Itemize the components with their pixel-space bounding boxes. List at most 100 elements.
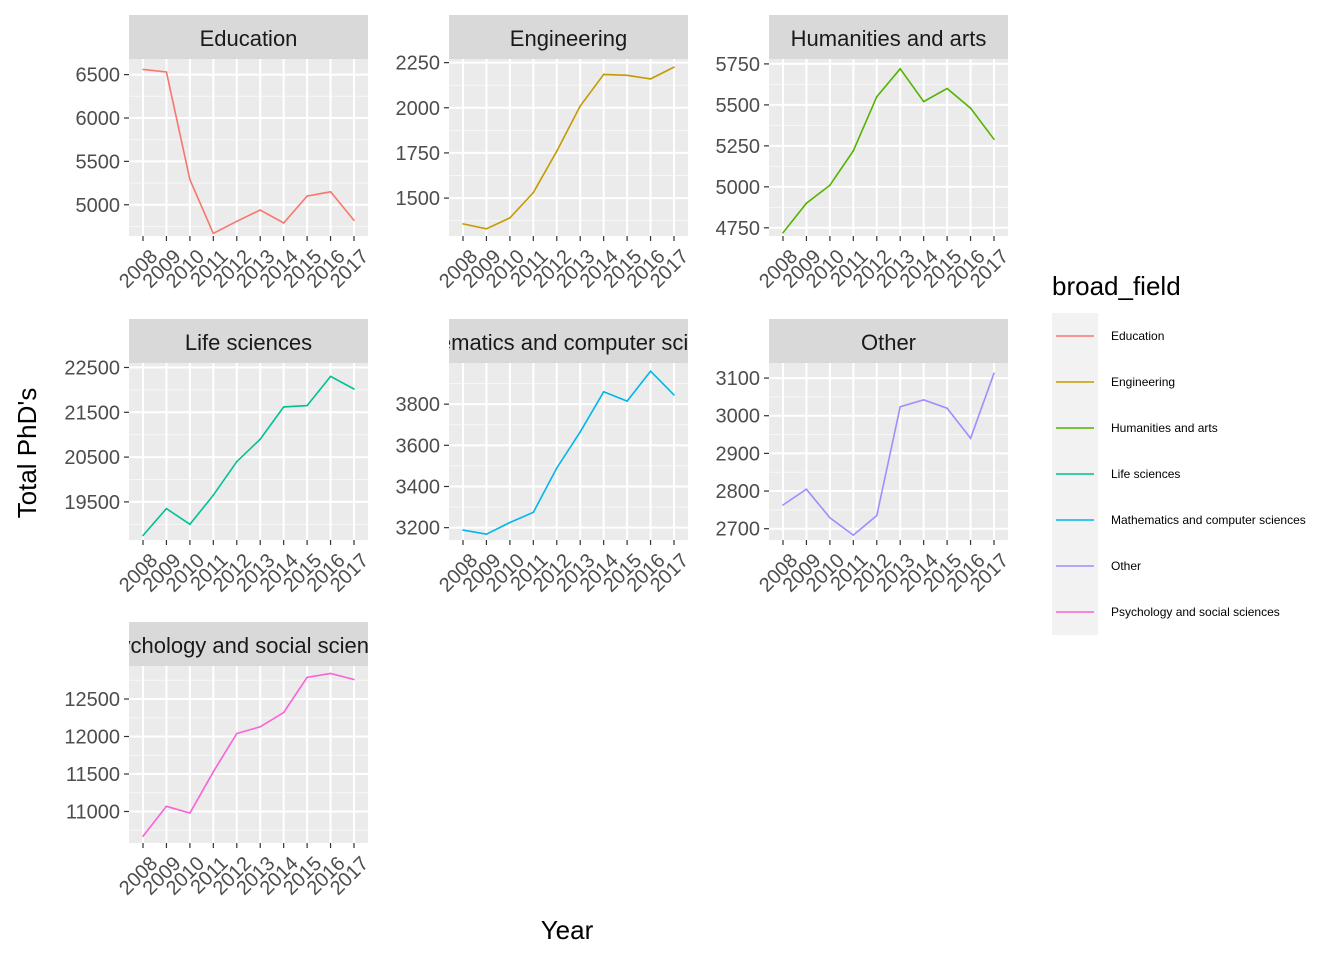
data-point: [282, 406, 285, 408]
data-point: [485, 533, 488, 536]
data-point: [899, 68, 902, 70]
series-line: [142, 375, 355, 537]
facet-title: Other: [861, 330, 916, 355]
data-point: [673, 394, 675, 396]
data-point: [922, 399, 925, 401]
y-tick-label: 19500: [64, 492, 120, 514]
facet-title: Education: [200, 26, 298, 51]
y-tick-label: 21500: [64, 402, 120, 424]
y-tick-label: 5250: [716, 136, 761, 158]
y-tick-label: 5500: [76, 151, 121, 173]
y-tick-label: 22500: [64, 357, 120, 379]
y-tick-label: 11000: [66, 802, 120, 824]
facet-panel: Education5000550060006500200820092010201…: [76, 15, 373, 293]
data-point: [782, 231, 784, 234]
data-point: [509, 521, 511, 524]
data-point: [259, 438, 262, 440]
facet-panel: Life sciences195002050021500225002008200…: [64, 319, 373, 597]
y-tick-label: 3000: [716, 406, 761, 428]
facet-strip: [129, 319, 368, 363]
facet-title: Life sciences: [185, 330, 312, 355]
data-point: [329, 672, 332, 675]
y-tick-label: 2000: [396, 98, 441, 120]
legend-label: Other: [1111, 559, 1141, 573]
data-point: [212, 494, 215, 496]
legend-label: Engineering: [1111, 375, 1175, 389]
data-point: [852, 534, 855, 536]
y-tick-label: 20500: [64, 447, 120, 469]
legend-label: Education: [1111, 329, 1164, 343]
data-point: [353, 219, 355, 222]
legend-entries: Education Engineering Humanities and arts L…: [1056, 329, 1306, 619]
data-point: [852, 149, 855, 152]
data-point: [649, 78, 652, 80]
y-tick-label: 5500: [716, 95, 761, 117]
data-point: [969, 437, 972, 440]
data-point: [212, 770, 215, 773]
data-point: [306, 404, 308, 407]
panel-background: [769, 59, 1008, 236]
data-point: [579, 431, 582, 433]
facet-strip: [449, 319, 688, 363]
data-point: [259, 725, 262, 728]
series-line: [782, 372, 995, 537]
facet-title: Engineering: [510, 26, 627, 51]
facet-panel: Psychology and social sciences 11000 11500…: [64, 622, 373, 900]
y-tick-label: 5000: [716, 177, 761, 199]
y-tick-label: 2700: [716, 519, 761, 541]
data-point: [649, 370, 652, 373]
facet-strip: [129, 15, 368, 59]
data-point: [485, 227, 488, 230]
data-point: [626, 400, 628, 402]
data-point: [353, 388, 355, 390]
data-point: [142, 534, 144, 537]
data-point: [805, 488, 808, 490]
facet-panel: Other27002800290030003100200820092010201…: [716, 319, 1013, 597]
facet-strip: [449, 15, 688, 59]
y-tick-label: 5750: [716, 54, 761, 76]
panel-background: [129, 666, 368, 843]
data-point: [306, 195, 308, 197]
data-point: [602, 391, 605, 393]
data-point: [142, 835, 144, 838]
y-tick-label: 2800: [716, 481, 761, 503]
y-tick-label: 12000: [64, 727, 120, 749]
legend-label: Psychology and social sciences: [1111, 605, 1280, 619]
y-tick-label: 2250: [396, 53, 441, 75]
y-tick-label: 5000: [76, 195, 121, 217]
facet-strip: [769, 15, 1008, 59]
data-point: [969, 107, 972, 109]
data-point: [306, 676, 308, 679]
data-point: [165, 71, 168, 73]
data-point: [189, 812, 191, 814]
data-point: [805, 202, 808, 205]
y-tick-label: 1750: [396, 143, 441, 165]
y-tick-label: 3100: [716, 368, 761, 390]
data-point: [235, 460, 238, 463]
data-point: [329, 375, 332, 378]
legend-label: Mathematics and computer sciences: [1111, 513, 1306, 527]
data-point: [282, 222, 285, 224]
series-line: [462, 369, 675, 536]
data-point: [282, 711, 285, 714]
legend-label: Life sciences: [1111, 467, 1180, 481]
y-tick-label: 4750: [716, 218, 761, 240]
series-line: [782, 67, 995, 234]
data-point: [165, 507, 168, 510]
data-point: [555, 150, 558, 152]
data-point: [922, 100, 925, 103]
data-point: [993, 372, 995, 374]
data-point: [626, 74, 628, 77]
data-point: [509, 217, 511, 219]
data-point: [165, 805, 168, 808]
data-point: [462, 223, 464, 225]
data-point: [875, 95, 878, 98]
y-tick-label: 3800: [396, 394, 441, 416]
data-point: [946, 407, 948, 409]
y-tick-label: 6000: [76, 108, 121, 130]
data-point: [993, 138, 995, 141]
panel-background: [449, 59, 688, 236]
y-tick-label: 6500: [76, 65, 121, 87]
panel-background: [449, 363, 688, 540]
